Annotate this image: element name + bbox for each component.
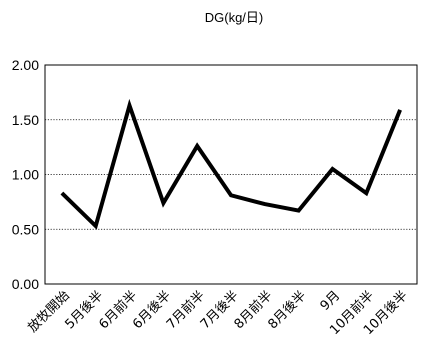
y-tick-label: 2.00 <box>12 57 39 73</box>
x-tick-label: 放牧開始 <box>25 288 72 335</box>
series-line <box>60 98 402 230</box>
y-axis-ticks: 0.00 0.50 1.00 1.50 2.00 <box>12 57 39 292</box>
x-tick-label: 8月後半 <box>265 288 309 332</box>
y-tick-label: 1.00 <box>12 167 39 183</box>
series-layer <box>60 98 402 230</box>
gridlines <box>45 119 417 230</box>
chart-title: DG(kg/日) <box>205 10 264 25</box>
y-tick-label: 0.50 <box>12 221 39 237</box>
x-tick-label: 9月 <box>318 288 344 314</box>
plot-area-border <box>44 64 418 285</box>
y-tick-label: 0.00 <box>12 276 39 292</box>
y-tick-label: 1.50 <box>12 112 39 128</box>
